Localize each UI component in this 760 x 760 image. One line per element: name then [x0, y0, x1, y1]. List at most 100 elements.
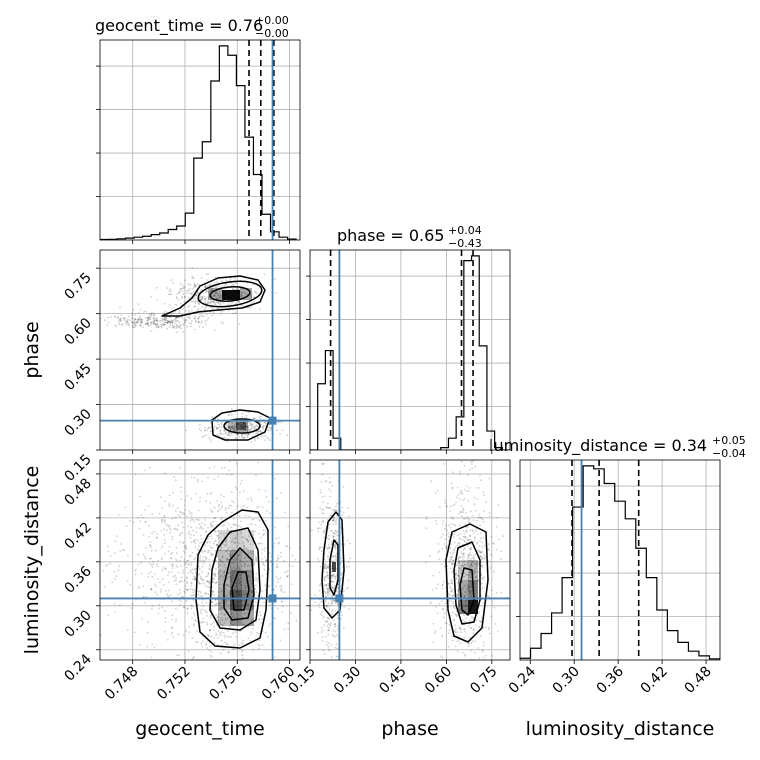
scatter-point [324, 567, 327, 570]
scatter-point [334, 599, 336, 602]
scatter-point [215, 544, 218, 547]
scatter-point [118, 319, 120, 322]
scatter-point [472, 632, 475, 635]
scatter-point [172, 491, 174, 494]
scatter-point [317, 521, 320, 523]
scatter-point [179, 287, 182, 290]
scatter-point [201, 571, 204, 573]
scatter-point [234, 567, 237, 570]
scatter-point [190, 571, 192, 574]
scatter-point [163, 583, 165, 586]
scatter-point [175, 297, 178, 299]
scatter-point [477, 563, 480, 566]
scatter-point [225, 584, 228, 587]
scatter-point [146, 322, 149, 324]
scatter-point [171, 565, 174, 568]
scatter-point [474, 576, 477, 579]
scatter-point [327, 629, 329, 632]
scatter-point [473, 503, 476, 506]
scatter-point [479, 524, 481, 527]
scatter-point [249, 543, 252, 546]
scatter-point [473, 556, 475, 559]
scatter-point [259, 519, 261, 522]
scatter-point [479, 539, 481, 542]
scatter-point [193, 578, 196, 580]
scatter-point [182, 323, 185, 326]
scatter-point [202, 562, 205, 565]
scatter-point [328, 605, 331, 608]
scatter-point [199, 500, 201, 503]
scatter-point [326, 620, 329, 623]
scatter-point [214, 604, 217, 607]
scatter-point [132, 521, 135, 524]
scatter-point [135, 568, 137, 571]
scatter-point [187, 571, 190, 574]
scatter-point [479, 556, 482, 558]
scatter-point [196, 480, 199, 483]
scatter-point [210, 525, 213, 528]
scatter-point [267, 430, 270, 432]
scatter-point [166, 524, 168, 526]
scatter-point [178, 317, 180, 319]
scatter-point [192, 297, 195, 300]
scatter-point [230, 413, 233, 416]
scatter-point [218, 577, 221, 580]
scatter-point [229, 473, 232, 476]
scatter-point [269, 512, 271, 514]
scatter-point [163, 516, 166, 518]
scatter-point [454, 628, 457, 630]
y-tick-label-luminosity_distance-2: 0.36 [61, 563, 94, 596]
scatter-point [192, 534, 195, 537]
scatter-point [328, 523, 330, 526]
scatter-point [502, 535, 504, 537]
scatter-point [158, 603, 161, 606]
scatter-point [224, 545, 227, 547]
scatter-point [220, 532, 223, 535]
scatter-point [474, 537, 476, 540]
scatter-point [450, 555, 452, 558]
scatter-point [141, 319, 143, 322]
scatter-point [237, 566, 240, 569]
scatter-point [204, 285, 207, 287]
scatter-point [277, 554, 280, 557]
scatter-point [165, 317, 168, 319]
scatter-point [439, 627, 442, 629]
scatter-point [126, 525, 128, 528]
scatter-point [146, 646, 149, 648]
scatter-point [468, 547, 471, 550]
scatter-point [179, 282, 182, 285]
scatter-point [218, 508, 221, 511]
scatter-point [333, 519, 335, 522]
scatter-point [227, 651, 230, 654]
scatter-point [445, 534, 448, 536]
scatter-point [262, 435, 264, 437]
scatter-point [195, 492, 197, 495]
scatter-point [281, 600, 283, 603]
scatter-point [169, 320, 172, 323]
scatter-point [216, 475, 219, 478]
scatter-point [481, 557, 484, 560]
scatter-point [184, 508, 187, 511]
scatter-point [250, 631, 253, 634]
scatter-point [333, 619, 335, 622]
scatter-point [329, 687, 331, 689]
scatter-point [191, 551, 194, 554]
scatter-point [445, 546, 448, 549]
scatter-point [478, 550, 480, 553]
scatter-point [464, 591, 466, 593]
scatter-point [480, 621, 483, 624]
scatter-point [208, 563, 211, 566]
scatter-point [482, 520, 485, 523]
scatter-point [156, 299, 159, 301]
scatter-point [336, 530, 339, 533]
scatter-point [480, 551, 482, 554]
scatter-point [190, 594, 193, 597]
scatter-point [183, 296, 186, 298]
scatter-point [449, 594, 451, 596]
scatter-point [480, 558, 483, 561]
scatter-point [222, 624, 224, 627]
scatter-point [475, 576, 478, 578]
scatter-point [236, 433, 239, 436]
scatter-point [219, 619, 222, 622]
scatter-point [269, 439, 271, 442]
